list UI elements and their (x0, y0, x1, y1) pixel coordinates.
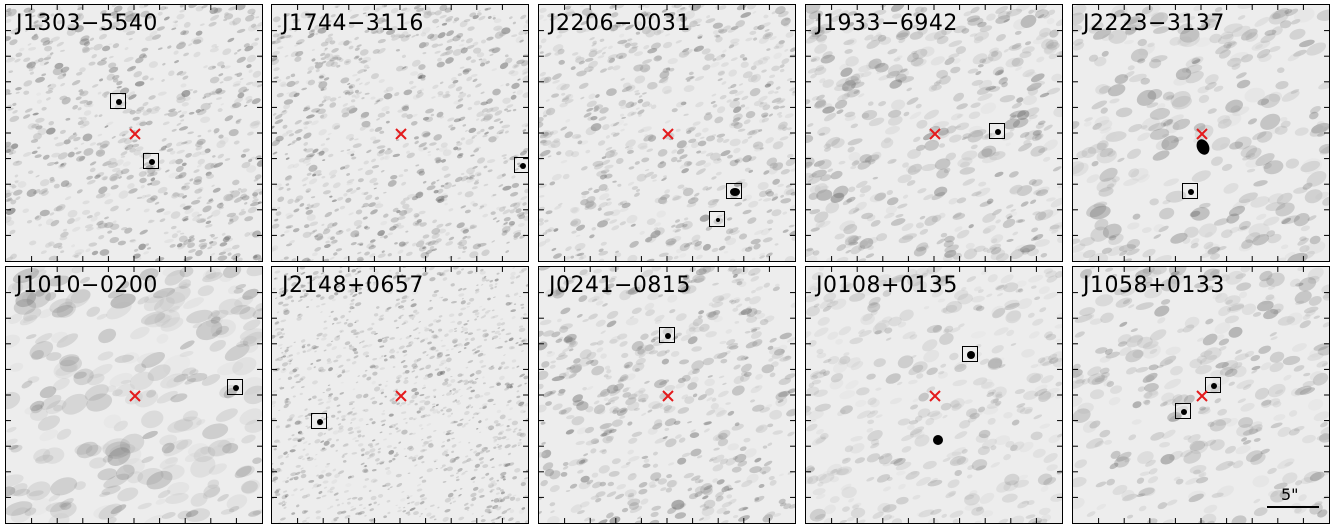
cross-marker-icon (129, 128, 141, 140)
panel-label: J0108+0135 (816, 273, 958, 298)
panel-label: J1303−5540 (16, 11, 158, 36)
panel-j1010-0200: J1010−0200 (5, 266, 263, 524)
source-box (1182, 183, 1198, 199)
source-box (659, 327, 675, 343)
panel-label: J1933−6942 (816, 11, 958, 36)
cross-marker-icon (1196, 128, 1208, 140)
cross-marker-icon (395, 390, 407, 402)
source-box (1175, 403, 1191, 419)
scalebar (1267, 506, 1319, 508)
panel-label: J1744−3116 (282, 11, 424, 36)
panel-j2223-3137: J2223−3137 (1072, 4, 1330, 262)
panel-j2206-0031: J2206−0031 (538, 4, 796, 262)
panel-j0108-0135: J0108+0135 (805, 266, 1063, 524)
source-box (726, 183, 742, 199)
source-box (110, 93, 126, 109)
cross-marker-icon (662, 390, 674, 402)
cross-marker-icon (1196, 390, 1208, 402)
cross-marker-icon (929, 128, 941, 140)
source-box (143, 153, 159, 169)
panel-label: J1058+0133 (1083, 273, 1225, 298)
panel-label: J1010−0200 (16, 273, 158, 298)
cross-marker-icon (662, 128, 674, 140)
noise-background (6, 5, 262, 261)
source-box (709, 211, 725, 227)
cross-marker-icon (129, 390, 141, 402)
panel-j1933-6942: J1933−6942 (805, 4, 1063, 262)
cross-marker-icon (929, 390, 941, 402)
source-box (311, 413, 327, 429)
source-box (514, 157, 528, 173)
panel-j2148-0657: J2148+0657 (271, 266, 529, 524)
bright-source (933, 435, 943, 445)
panel-label: J2148+0657 (282, 273, 424, 298)
panel-label: J2223−3137 (1083, 11, 1225, 36)
panel-j1303-5540: J1303−5540 (5, 4, 263, 262)
source-box (227, 379, 243, 395)
panel-label: J0241−0815 (549, 273, 691, 298)
panel-j0241-0815: J0241−0815 (538, 266, 796, 524)
source-box (989, 123, 1005, 139)
panel-label: J2206−0031 (549, 11, 691, 36)
panel-j1058-0133: J1058+0133 5" (1072, 266, 1330, 524)
source-box (1205, 377, 1221, 393)
cross-marker-icon (395, 128, 407, 140)
scalebar-label: 5" (1281, 485, 1299, 504)
panel-j1744-3116: J1744−3116 (271, 4, 529, 262)
source-box (962, 346, 978, 362)
